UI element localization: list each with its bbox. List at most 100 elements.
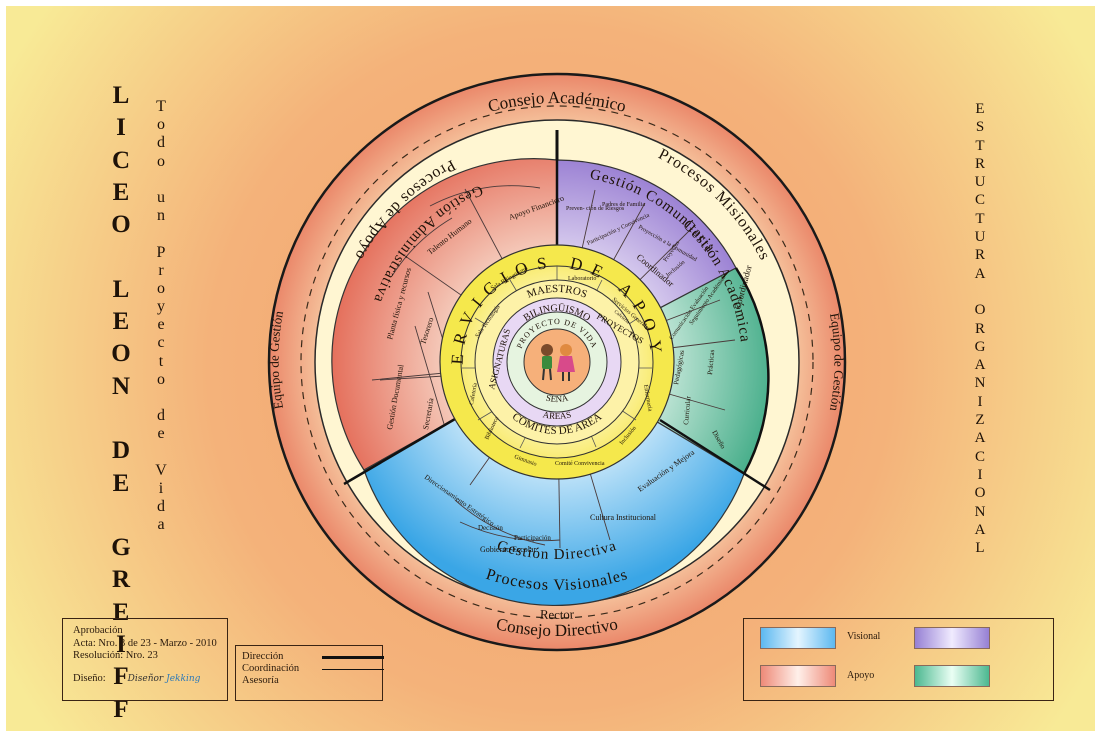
school-name-letter: D (111, 437, 131, 465)
visional-swatch (760, 627, 836, 649)
structure-title-letter: A (974, 430, 986, 447)
motto-letter: o (157, 152, 165, 170)
visional-legend-label: Visional (847, 631, 881, 642)
serv-enfermeria: Enfermería (642, 384, 654, 412)
motto-letter: d (157, 498, 165, 516)
legend-direccion: Dirección (242, 651, 384, 663)
structure-title-letter: U (974, 174, 986, 191)
cell-prevencion: Preven- ción de Riesgos (566, 206, 625, 212)
motto-letter: o (157, 116, 165, 134)
comunitaria-swatch (914, 627, 990, 649)
motto-letter: d (157, 134, 165, 152)
cell-decision: Decisión (478, 524, 503, 532)
structure-title-letter: T (975, 137, 985, 154)
motto-letter: c (157, 334, 165, 352)
structure-title-letter: U (974, 229, 986, 246)
structure-title-letter: Z (975, 412, 985, 429)
school-name-letter: I (116, 114, 126, 142)
motto-letter: n (157, 207, 165, 225)
approval-acta: Acta: Nro. 3 de 23 - Marzo - 2010 (73, 637, 217, 649)
motto-letter: i (158, 479, 164, 497)
sena-label: SENA (545, 392, 570, 404)
structure-title-letter: R (974, 155, 985, 172)
structure-title-letter: I (977, 393, 983, 410)
cell-practicas: Prácticas (706, 349, 716, 375)
motto-letter: V (155, 461, 167, 479)
school-name-letter: C (111, 146, 131, 174)
serv-comite-convivencia: Comité Convivencia (555, 461, 605, 467)
motto-letter: T (156, 98, 166, 115)
structure-title-letter: R (974, 320, 985, 337)
motto-letter: u (157, 188, 165, 206)
school-name-letter: E (112, 178, 130, 206)
cell-padres: Padres de Familia (602, 202, 645, 208)
structure-title-letter: G (974, 338, 986, 355)
school-name-letter: E (112, 308, 130, 336)
motto-letter: o (157, 279, 165, 297)
structure-title-letter: A (974, 521, 986, 538)
serv-cafeteria: Cafetería (468, 382, 479, 405)
school-name-letter: F (113, 695, 129, 723)
apoyo-legend-label: Apoyo (847, 670, 875, 681)
equipo-gestion-left: Equipo de Gestión (266, 309, 286, 410)
motto-letter: P (156, 243, 166, 261)
motto-letter: t (158, 352, 164, 370)
structure-title-letter: R (974, 247, 985, 264)
academica-swatch (914, 665, 990, 687)
motto-letter: o (157, 370, 165, 388)
motto-letter: e (157, 316, 165, 334)
cell-curricular: Curricular (682, 395, 693, 425)
proyecto-de-vida-core (523, 328, 591, 396)
legend-coordinacion: Coordinación (242, 663, 384, 675)
school-name-letter: I (116, 631, 126, 659)
school-name-letter: L (112, 82, 130, 109)
cell-cultura: Cultura Institucional (590, 513, 657, 522)
approval-box: Aprobación Acta: Nro. 3 de 23 - Marzo - … (62, 618, 228, 701)
structure-title-letter: N (974, 375, 986, 392)
school-name-letter: E (112, 598, 130, 626)
maestros-label: MAESTROS (525, 283, 589, 301)
school-name-letter: G (111, 534, 131, 562)
structure-title-letter: C (974, 448, 985, 465)
color-legend-box: Visional Apoyo (743, 618, 1054, 701)
school-name-letter: R (111, 566, 131, 594)
motto-letter: a (157, 516, 165, 534)
cell-participacion-dir: Participación (514, 534, 551, 542)
school-name-letter: E (112, 469, 130, 497)
designer-name: Diseñor Jekking (127, 673, 201, 684)
school-name-letter: O (111, 340, 131, 368)
cell-gobierno: Gobierno Escolar (480, 545, 537, 554)
school-name-letter: N (111, 372, 131, 400)
apoyo-swatch (760, 665, 836, 687)
structure-title-letter: N (974, 503, 986, 520)
children-icon (541, 344, 575, 381)
structure-title-letter: O (974, 485, 986, 502)
school-name-letter: L (112, 275, 130, 303)
equipo-gestion-right: Equipo de Gestión (827, 312, 847, 413)
structure-title-letter: A (974, 265, 986, 282)
approval-resolution: Resolución: Nro. 23 (73, 650, 158, 661)
motto-letter: e (157, 425, 165, 443)
structure-title-letter: A (974, 357, 986, 374)
motto-letter: d (157, 407, 165, 425)
rector-label: Rector (540, 606, 575, 622)
school-name-letter: F (113, 663, 129, 691)
motto-letter: r (158, 261, 164, 279)
design-label: Diseño: (73, 672, 106, 684)
motto-letter: y (157, 298, 165, 316)
structure-title-letter: O (974, 302, 986, 319)
structure-title-letter: S (975, 119, 985, 136)
approval-title: Aprobación (73, 625, 123, 636)
serv-laboratorio: Laboratorio (568, 276, 596, 282)
structure-title-letter: T (975, 210, 985, 227)
structure-title-letter: E (975, 101, 985, 117)
serv-aseo: Aseo (628, 331, 638, 343)
structure-title-letter: C (974, 192, 985, 209)
legend-asesoria: Asesoría (242, 675, 279, 686)
areas-label: AREAS (542, 409, 572, 421)
structure-title-letter: L (975, 540, 985, 557)
